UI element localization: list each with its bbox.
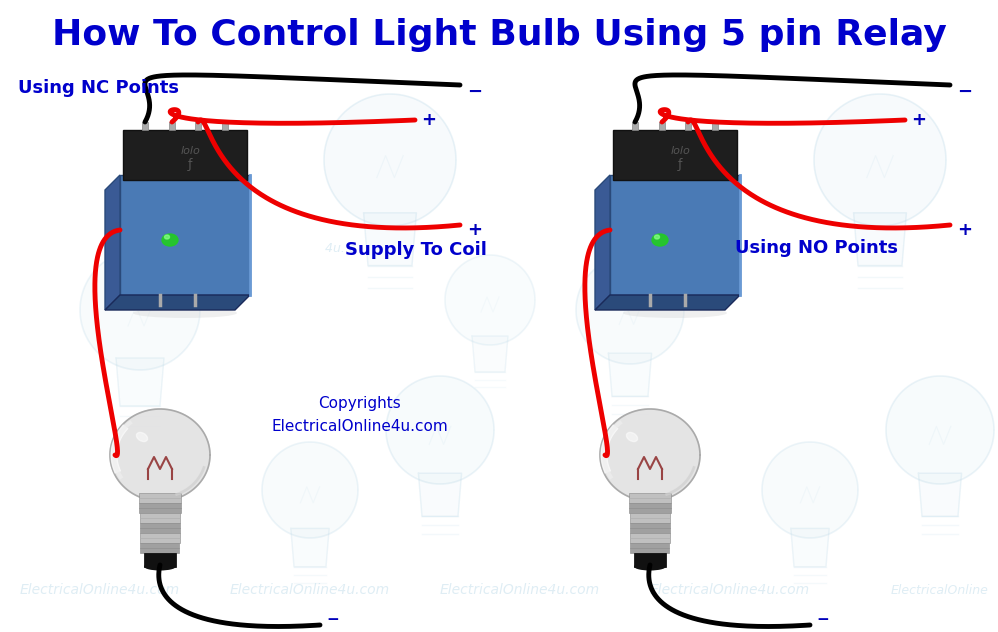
Bar [630,502,671,513]
Bar [139,492,181,502]
Polygon shape [80,250,200,370]
Bar [631,542,670,552]
Polygon shape [116,358,164,406]
Polygon shape [762,442,858,538]
Text: −: − [467,83,482,101]
Polygon shape [790,528,829,567]
Polygon shape [418,473,462,516]
Polygon shape [445,255,535,345]
Polygon shape [609,353,652,396]
Bar [123,130,247,180]
Polygon shape [386,376,494,484]
Polygon shape [105,175,120,310]
Text: +: + [421,111,436,129]
Ellipse shape [623,308,727,318]
Bar [142,122,148,130]
Bar [140,513,181,523]
Bar [222,122,228,130]
Bar [659,122,665,130]
Polygon shape [595,295,740,310]
Polygon shape [110,409,210,501]
Polygon shape [290,528,329,567]
Text: −: − [957,83,972,101]
Text: +: + [467,221,482,239]
Bar [195,122,201,130]
Text: lolo: lolo [670,145,690,155]
Ellipse shape [627,432,638,442]
Text: Using NC Points: Using NC Points [18,79,179,97]
Text: ƒ: ƒ [678,158,683,171]
Polygon shape [105,295,250,310]
Text: How To Control Light Bulb Using 5 pin Relay: How To Control Light Bulb Using 5 pin Re… [52,18,946,52]
Text: ElectricalOnline4u.com: ElectricalOnline4u.com [230,583,390,597]
Bar [685,122,691,130]
Polygon shape [814,94,946,226]
Bar [141,542,180,552]
Text: +: + [957,221,972,239]
Bar [630,513,671,523]
Bar [144,552,176,566]
Bar [169,122,175,130]
Text: ElectricalOnline4u.com: ElectricalOnline4u.com [650,583,810,597]
Text: lolo: lolo [180,145,200,155]
Bar [610,175,740,295]
Text: ElectricalOnline4u.com: ElectricalOnline4u.com [440,583,600,597]
Bar [120,175,250,295]
Bar [629,492,671,502]
Ellipse shape [162,234,178,246]
Bar [634,552,666,566]
Polygon shape [262,442,358,538]
Ellipse shape [634,562,666,571]
Polygon shape [472,336,508,372]
Text: 4u. c: 4u. c [324,241,355,255]
Bar [613,130,737,180]
Polygon shape [576,256,684,364]
Text: −: − [326,612,338,628]
Bar [140,523,180,533]
Ellipse shape [655,235,660,239]
Text: 4u. c: 4u. c [735,241,765,255]
Text: −: − [816,612,828,628]
Text: ElectricalOnline: ElectricalOnline [891,583,989,597]
Ellipse shape [652,234,668,246]
Bar [630,533,670,542]
Ellipse shape [144,562,176,571]
Text: Supply To Coil: Supply To Coil [345,241,487,259]
Polygon shape [853,213,906,265]
Text: Using NO Points: Using NO Points [735,239,898,257]
Bar [712,122,718,130]
Ellipse shape [165,235,170,239]
Polygon shape [886,376,994,484]
Bar [630,523,670,533]
Bar [632,122,638,130]
Bar [140,502,181,513]
Bar [140,533,180,542]
Text: +: + [911,111,926,129]
Polygon shape [324,94,456,226]
Polygon shape [600,409,700,501]
Polygon shape [363,213,416,265]
Polygon shape [918,473,962,516]
Text: Copyrights
ElectricalOnline4u.com: Copyrights ElectricalOnline4u.com [271,396,448,434]
Text: ElectricalOnline4u.com: ElectricalOnline4u.com [20,583,180,597]
Ellipse shape [133,308,237,318]
Text: ƒ: ƒ [188,158,193,171]
Polygon shape [595,175,610,310]
Ellipse shape [137,432,148,442]
